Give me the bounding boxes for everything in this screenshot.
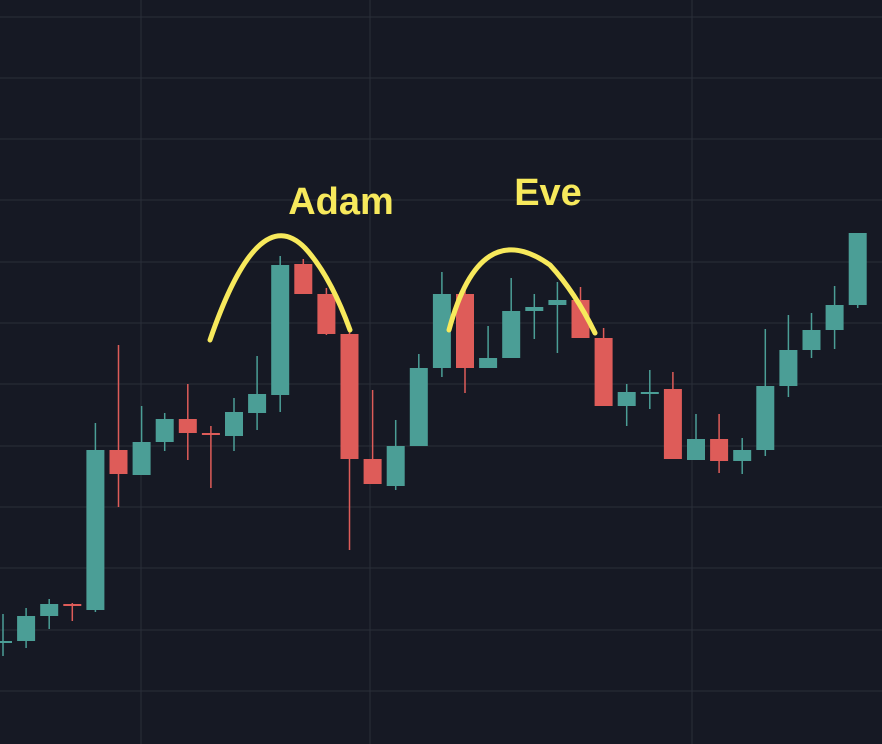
candle-body	[479, 358, 498, 368]
candle	[155, 413, 174, 451]
candle	[779, 315, 798, 397]
candle-body	[271, 265, 290, 395]
candle-body	[386, 446, 405, 486]
candle	[594, 328, 613, 406]
candle-body	[640, 392, 659, 394]
annotations: Adam Eve	[207, 172, 598, 343]
candle	[432, 272, 451, 377]
candle	[271, 256, 290, 412]
candle	[525, 294, 544, 339]
candle-body	[663, 389, 682, 459]
candles	[0, 233, 867, 656]
candle-body	[86, 450, 105, 610]
candle-body	[710, 439, 729, 461]
candle-body	[432, 294, 451, 368]
candle-body	[225, 412, 243, 436]
candle-body	[687, 439, 705, 460]
candle-body	[109, 450, 128, 474]
candle-body	[756, 386, 775, 450]
candle-body	[317, 294, 336, 334]
candle-body	[456, 294, 474, 368]
adam-arc	[207, 233, 353, 343]
candle-body	[779, 350, 798, 386]
candle-body	[0, 641, 12, 643]
candle-body	[825, 305, 844, 330]
candle-body	[363, 459, 382, 484]
candle-body	[525, 307, 544, 311]
candle	[617, 384, 636, 426]
candle-body	[63, 604, 82, 606]
candle	[63, 603, 82, 621]
candle	[640, 370, 659, 409]
candle	[502, 278, 521, 358]
candle-body	[201, 433, 220, 435]
candle	[17, 608, 36, 648]
candle	[132, 406, 151, 475]
candle	[687, 414, 705, 460]
candle	[294, 259, 313, 294]
candle	[456, 285, 474, 393]
candle	[386, 420, 405, 490]
candle-body	[248, 394, 267, 413]
candle	[40, 599, 59, 629]
eve-label: Eve	[514, 172, 582, 214]
candle-body	[594, 338, 613, 406]
candle-body	[178, 419, 197, 433]
candle-body	[40, 604, 59, 616]
candle-body	[617, 392, 636, 406]
candle-body	[294, 264, 313, 294]
candle	[248, 356, 267, 430]
candle	[178, 384, 197, 460]
candle-body	[409, 368, 428, 446]
candle	[340, 332, 359, 550]
candle	[802, 313, 821, 358]
candle-body	[848, 233, 867, 305]
candle-body	[502, 311, 521, 358]
candle	[109, 345, 128, 507]
candle	[201, 426, 220, 488]
candle-body	[548, 300, 567, 305]
candle	[548, 282, 567, 353]
candle	[363, 390, 382, 484]
candle	[317, 288, 336, 335]
candle	[225, 398, 243, 451]
candle-body	[17, 616, 36, 641]
candle-body	[132, 442, 151, 475]
eve-arc	[446, 247, 598, 336]
candle	[848, 233, 867, 308]
candle	[756, 329, 775, 456]
candle	[479, 326, 498, 368]
candle-body	[340, 334, 359, 459]
candle-body	[733, 450, 752, 461]
candle	[409, 354, 428, 446]
adam-label: Adam	[288, 181, 394, 223]
candle	[710, 414, 729, 473]
candle	[86, 423, 105, 612]
candle	[733, 438, 752, 474]
candle-body	[155, 419, 174, 442]
candle	[825, 286, 844, 349]
candle-body	[802, 330, 821, 350]
candle	[663, 372, 682, 459]
candle	[0, 614, 12, 656]
